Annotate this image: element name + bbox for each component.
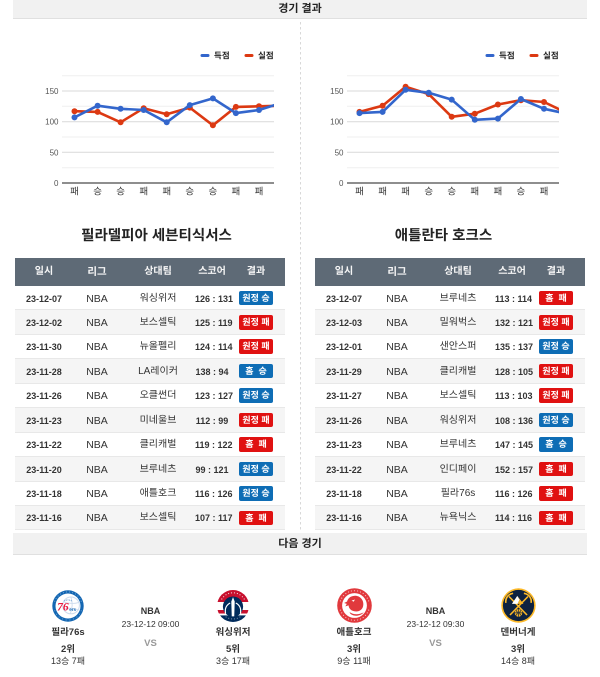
svg-text:승: 승 (424, 187, 433, 198)
svg-text:득점: 득점 (214, 51, 230, 61)
svg-text:50: 50 (50, 148, 59, 157)
svg-text:승: 승 (116, 187, 125, 198)
svg-text:패: 패 (494, 187, 503, 198)
svg-text:실점: 실점 (258, 51, 274, 61)
svg-text:패: 패 (470, 187, 479, 198)
svg-text:승: 승 (447, 187, 456, 198)
svg-text:승: 승 (185, 187, 194, 198)
svg-text:150: 150 (330, 87, 344, 96)
svg-text:100: 100 (330, 118, 344, 127)
svg-text:승: 승 (517, 187, 526, 198)
svg-text:패: 패 (401, 187, 410, 198)
svg-text:패: 패 (70, 187, 79, 198)
svg-text:패: 패 (232, 187, 241, 198)
svg-text:승: 승 (209, 187, 218, 198)
svg-text:득점: 득점 (499, 51, 515, 61)
svg-text:50: 50 (335, 148, 344, 157)
svg-text:0: 0 (54, 179, 59, 188)
svg-text:패: 패 (355, 187, 364, 198)
svg-text:ers: ers (69, 607, 76, 612)
svg-text:패: 패 (162, 187, 171, 198)
svg-text:76: 76 (57, 601, 69, 613)
svg-text:실점: 실점 (543, 51, 559, 61)
svg-text:150: 150 (45, 87, 59, 96)
svg-text:패: 패 (255, 187, 264, 198)
svg-text:패: 패 (378, 187, 387, 198)
svg-text:100: 100 (45, 118, 59, 127)
svg-text:승: 승 (93, 187, 102, 198)
svg-text:패: 패 (139, 187, 148, 198)
svg-text:0: 0 (339, 179, 344, 188)
svg-text:패: 패 (540, 187, 549, 198)
